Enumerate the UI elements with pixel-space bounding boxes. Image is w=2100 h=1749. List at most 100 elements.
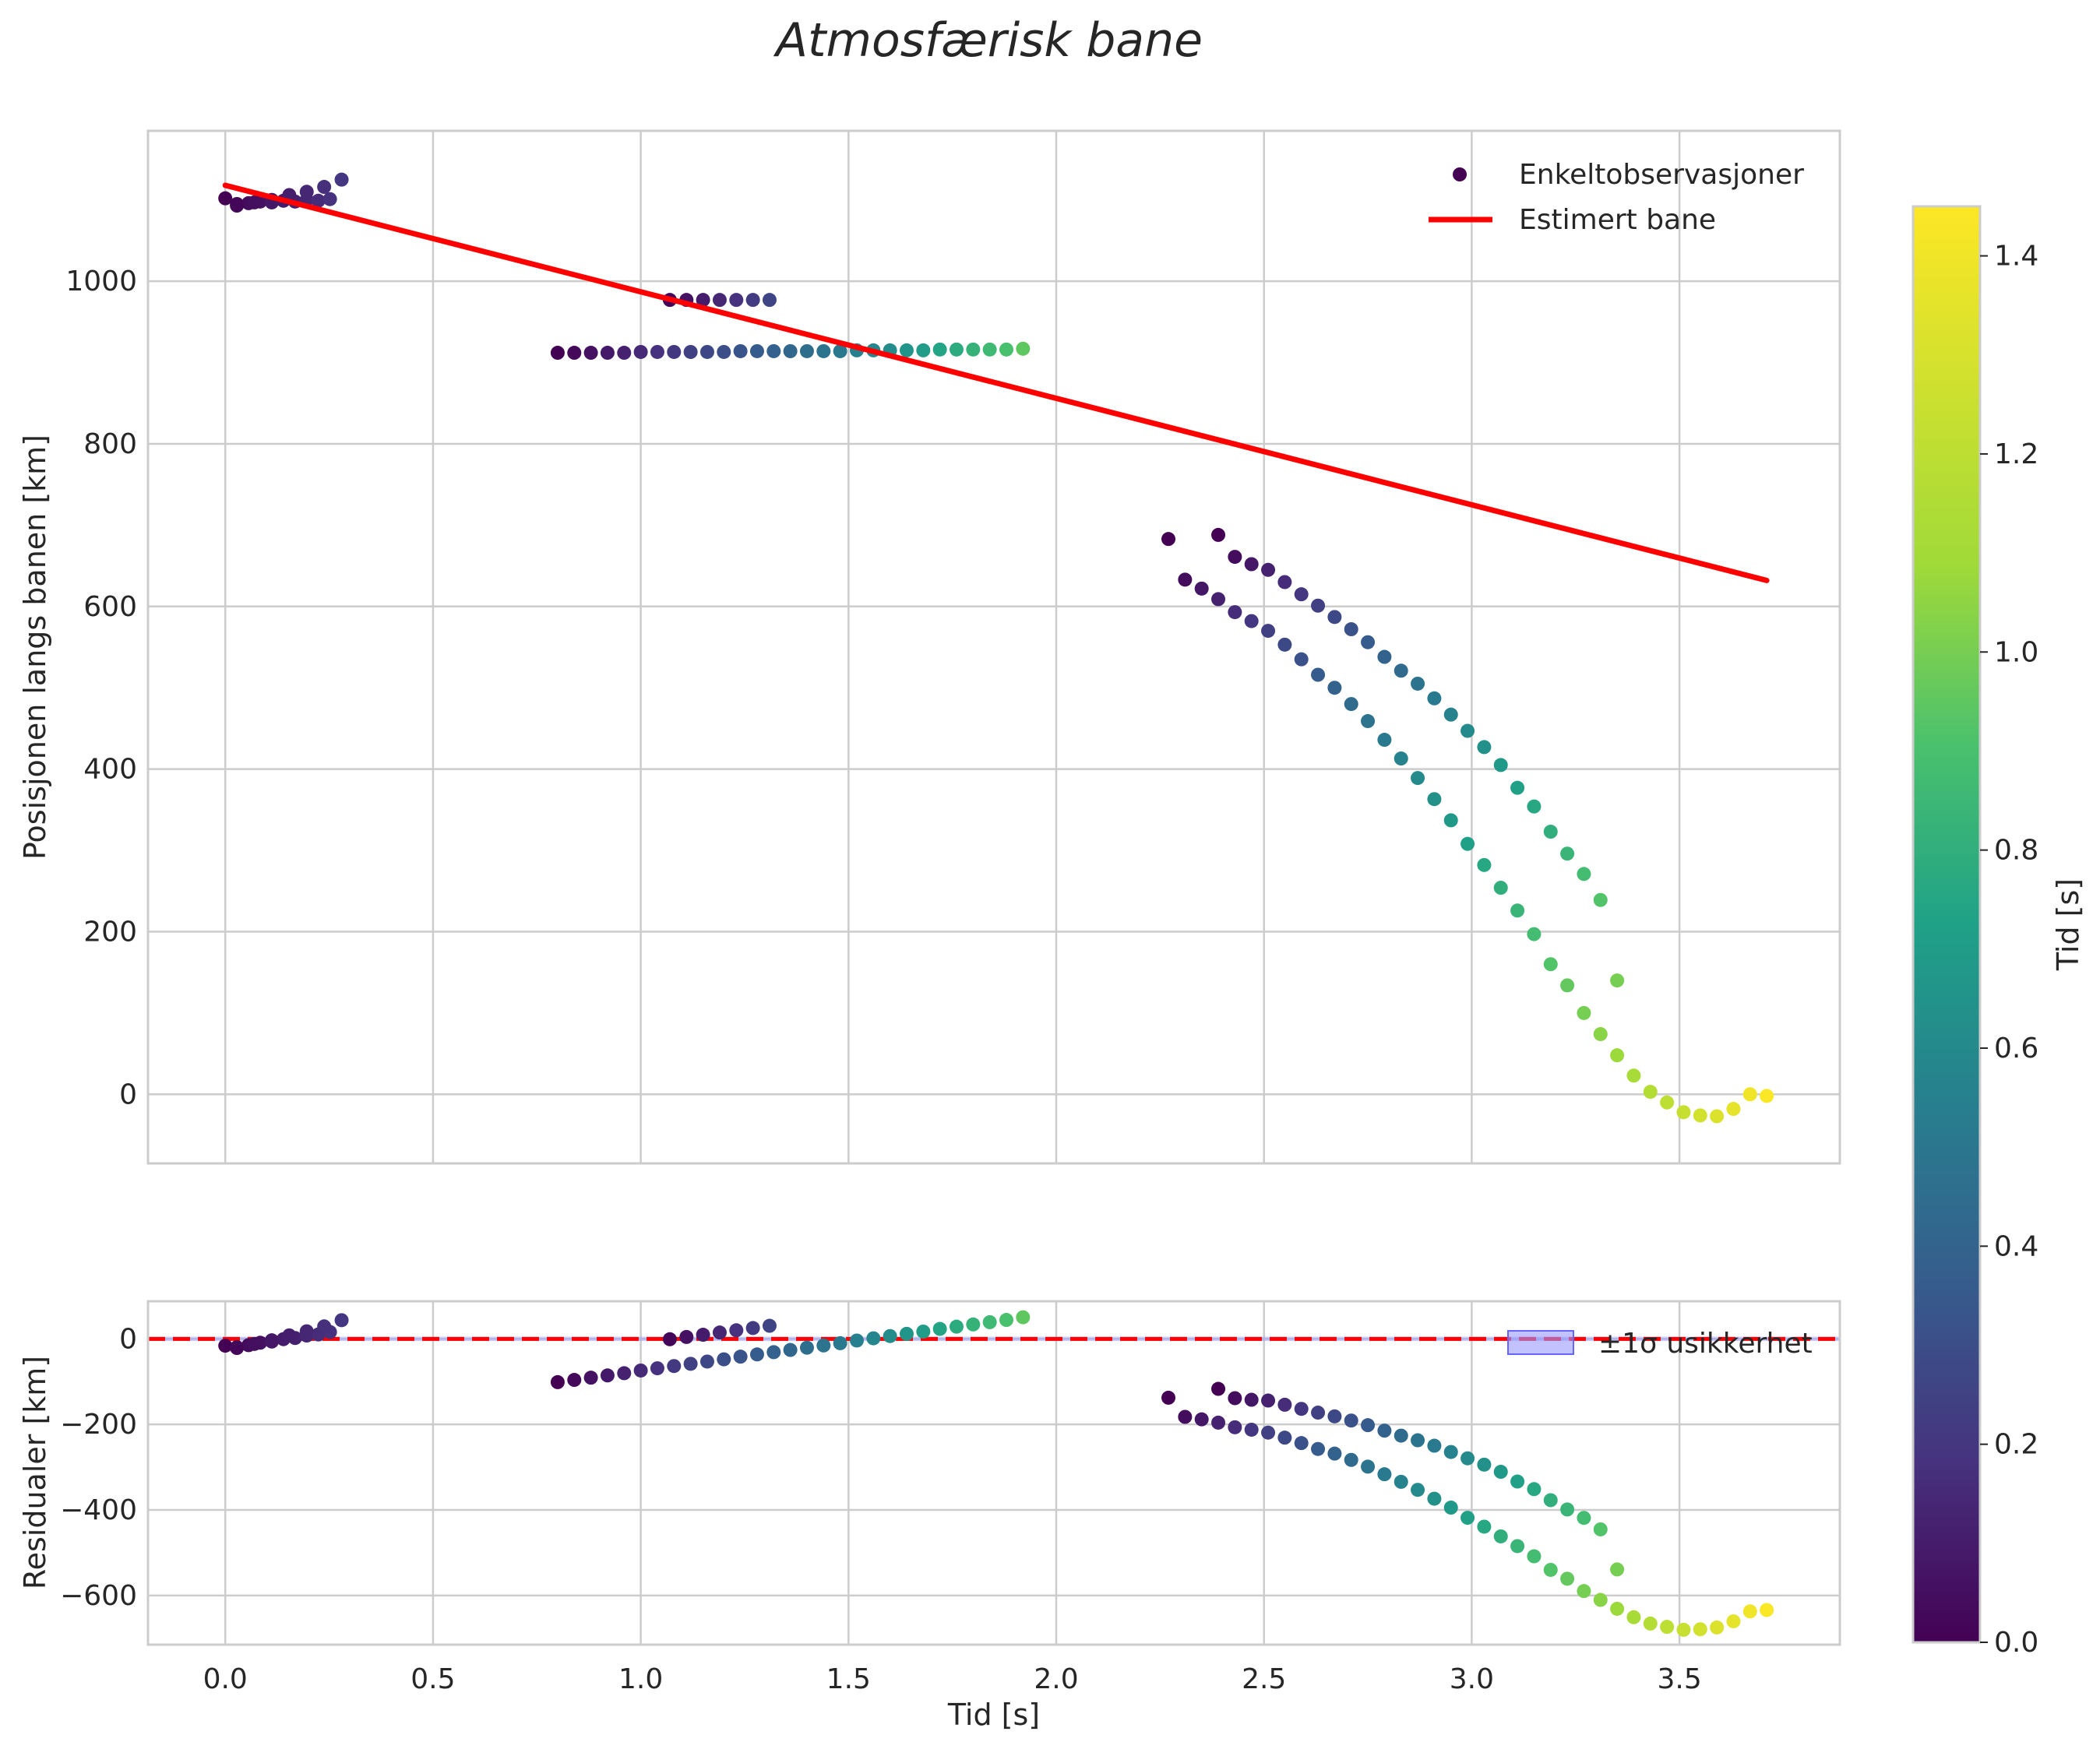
residual-point (932, 1321, 947, 1336)
observation-point (299, 185, 314, 199)
residual-point (866, 1331, 881, 1346)
residual-point (762, 1318, 777, 1333)
residual-point (1411, 1433, 1425, 1448)
chart-title: Atmosfærisk bane (773, 13, 1203, 68)
top-grid (148, 131, 1840, 1163)
residual-point (667, 1359, 682, 1374)
observation-point (916, 343, 931, 357)
observation-point (729, 293, 744, 308)
residual-point (749, 1347, 764, 1362)
observation-point (1016, 341, 1031, 356)
residual-point (1477, 1519, 1492, 1534)
residual-point (1344, 1452, 1358, 1467)
residual-point (1311, 1406, 1326, 1420)
observation-point (1178, 572, 1193, 587)
observation-point (762, 293, 777, 308)
top-panel-frame (146, 129, 1841, 1165)
observation-point (966, 342, 981, 357)
residual-point (247, 1336, 262, 1351)
observation-point (696, 293, 710, 308)
observation-point (745, 293, 760, 308)
colorbar-label: Tid [s] (2051, 878, 2085, 971)
observation-point (1244, 614, 1259, 628)
observation-point (1411, 676, 1425, 691)
observation-point (1294, 587, 1309, 602)
top-y-tick-label: 1000 (65, 266, 137, 297)
observation-point (218, 191, 233, 206)
observation-point (1527, 799, 1542, 814)
observation-point (1543, 957, 1558, 972)
observation-point (1493, 758, 1508, 772)
residual-point (1294, 1436, 1309, 1451)
observation-point (982, 342, 997, 357)
residual-point (683, 1357, 698, 1371)
observation-point (932, 342, 947, 357)
top-y-tick-label: 0 (119, 1079, 137, 1110)
observation-point (1194, 581, 1209, 596)
observation-point (1294, 652, 1309, 667)
residual-point (1427, 1491, 1442, 1506)
residual-point (966, 1317, 981, 1332)
observation-point (949, 342, 964, 357)
observation-point (1510, 903, 1525, 918)
residual-point (1577, 1584, 1591, 1599)
observation-point (1211, 527, 1226, 542)
residual-point (1643, 1616, 1658, 1631)
residual-point (1610, 1601, 1625, 1616)
observation-point (617, 346, 632, 361)
residual-point (679, 1329, 694, 1344)
observation-point (1660, 1095, 1675, 1110)
observation-point (799, 343, 814, 358)
observation-point (1477, 857, 1492, 872)
observation-point (1477, 740, 1492, 755)
bottom-panel: 0.0 0.5 1.0 1.5 2.0 2.5 3.0 3.5 −600 −400 −200 0 R… (18, 1300, 1841, 1732)
residual-point (949, 1319, 964, 1334)
residual-point (1560, 1502, 1575, 1517)
residual-point (334, 1313, 349, 1328)
bottom-x-tick-label: 3.5 (1657, 1663, 1701, 1695)
bottom-panel-frame (146, 1300, 1841, 1646)
residual-point (899, 1326, 914, 1341)
bottom-x-ticks: 0.0 0.5 1.0 1.5 2.0 2.5 3.0 3.5 (203, 1663, 1702, 1695)
observation-point (322, 192, 337, 206)
residual-point (1560, 1571, 1575, 1586)
bottom-x-tick-label: 2.5 (1242, 1663, 1286, 1695)
residual-point (583, 1371, 598, 1385)
residual-point (1527, 1549, 1542, 1564)
residual-point (916, 1324, 931, 1339)
observation-point (1311, 598, 1326, 613)
top-y-axis-label: Posisjonen langs banen [km] (18, 435, 52, 860)
observation-point (816, 343, 831, 358)
residual-point (766, 1345, 781, 1360)
residual-point (1311, 1441, 1326, 1456)
residual-point (282, 1328, 297, 1343)
observation-point (1344, 697, 1358, 712)
top-y-tick-label: 400 (83, 754, 137, 786)
observation-point (1394, 751, 1408, 766)
residual-point (218, 1339, 233, 1353)
residual-point (1277, 1431, 1292, 1445)
colorbar-tick-label: 1.0 (1994, 636, 2038, 668)
residual-point (1411, 1483, 1425, 1497)
observation-point (1693, 1108, 1707, 1123)
observation-point (247, 195, 262, 209)
top-y-ticks: 0 200 400 600 800 1000 (65, 266, 137, 1110)
residual-point (1693, 1622, 1707, 1637)
colorbar-gradient (1911, 205, 1982, 1644)
legend-label-track: Estimert bane (1519, 204, 1716, 236)
colorbar-tick-label: 1.2 (1994, 438, 2038, 470)
observation-point (1377, 649, 1392, 664)
residual-point (600, 1368, 615, 1383)
residual-point (1527, 1482, 1542, 1497)
residual-point (712, 1325, 727, 1340)
bottom-y-tick-label: −200 (60, 1409, 137, 1441)
observation-point (699, 344, 714, 359)
residual-point (1294, 1402, 1309, 1416)
observation-point (1361, 635, 1376, 649)
observation-point (1560, 978, 1575, 993)
residual-point (1211, 1381, 1226, 1396)
residual-point (1178, 1409, 1193, 1424)
residual-point (883, 1328, 897, 1343)
residual-point (230, 1341, 245, 1356)
